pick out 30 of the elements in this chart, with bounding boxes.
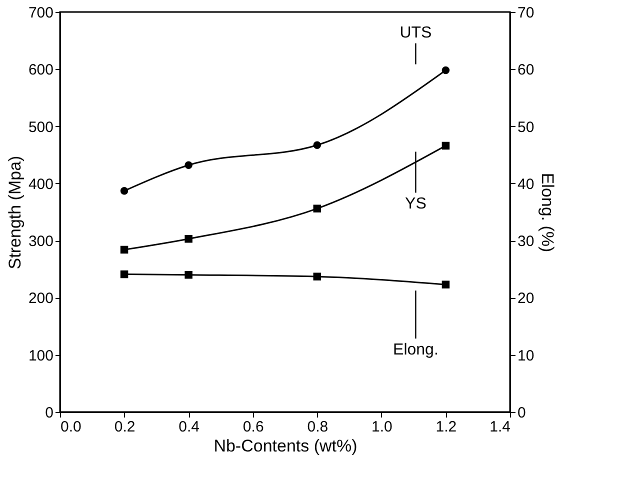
- x-tick-label: 0.6: [242, 418, 264, 436]
- x-axis-title: Nb-Contents (wt%): [214, 436, 358, 456]
- y-tick-label: 700: [28, 4, 54, 22]
- series-label: YS: [405, 196, 426, 213]
- y2-tick-label: 60: [518, 62, 534, 79]
- y-tick-label: 200: [28, 290, 54, 308]
- y2-tick-label: 30: [518, 233, 534, 250]
- x-tick-label: 0.4: [178, 418, 200, 436]
- y2-tick-label: 20: [518, 290, 534, 308]
- y-tick-label: 300: [28, 233, 54, 250]
- y-tick-label: 600: [28, 62, 54, 79]
- x-tick-label: 1.4: [490, 418, 510, 436]
- y-tick-label: 500: [28, 118, 54, 136]
- y2-axis-title: Elong. (%): [538, 172, 558, 252]
- y-tick-label: 400: [28, 176, 54, 193]
- y2-tick-label: 70: [518, 4, 534, 22]
- x-tick-label: 0.8: [307, 418, 328, 436]
- series-label: UTS: [400, 24, 432, 42]
- x-tick-label: 0.2: [114, 418, 136, 436]
- x-tick-label: 1.0: [372, 418, 392, 436]
- y2-tick-label: 0: [518, 404, 526, 422]
- y2-tick-label: 40: [518, 176, 534, 193]
- x-tick-label: 0.0: [60, 418, 82, 436]
- text: Elong.: [393, 342, 438, 359]
- y-axis-title: Strength (Mpa): [5, 156, 24, 270]
- y2-tick-label: 50: [518, 118, 534, 136]
- y2-tick-label: 10: [518, 347, 534, 364]
- x-tick-label: 1.2: [436, 418, 457, 436]
- y-tick-label: 100: [28, 347, 54, 364]
- y-tick-label: 0: [45, 404, 54, 422]
